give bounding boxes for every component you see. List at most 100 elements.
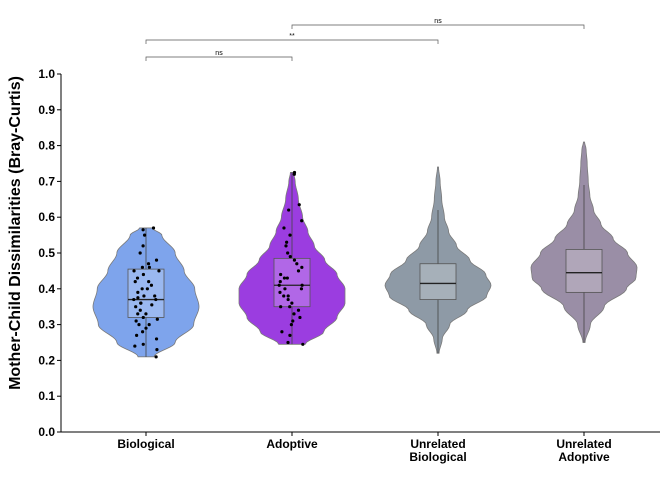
data-point xyxy=(149,283,154,287)
data-point xyxy=(140,265,145,269)
x-tick-label: Biological xyxy=(409,450,466,464)
data-point xyxy=(300,283,304,287)
data-point xyxy=(296,308,301,312)
data-point xyxy=(141,244,145,248)
data-point xyxy=(147,265,151,269)
data-point xyxy=(147,323,151,327)
violin-0 xyxy=(92,227,200,358)
data-point xyxy=(138,251,142,255)
box-1 xyxy=(273,257,311,308)
data-point xyxy=(280,330,284,334)
data-point xyxy=(292,258,297,262)
data-point xyxy=(134,305,138,309)
data-point xyxy=(286,251,290,255)
x-tick-label: Unrelated xyxy=(410,437,465,451)
data-point xyxy=(288,305,292,309)
data-point xyxy=(299,287,304,291)
data-point xyxy=(279,272,283,277)
data-point xyxy=(140,287,144,291)
boxplots xyxy=(127,172,603,357)
data-point xyxy=(285,276,289,280)
data-point xyxy=(133,280,137,284)
data-point xyxy=(292,170,297,175)
data-point xyxy=(141,342,145,346)
data-point xyxy=(137,323,141,327)
jitter-points xyxy=(132,170,305,359)
data-point xyxy=(278,280,282,284)
box-2 xyxy=(419,263,457,300)
data-point xyxy=(289,323,293,327)
y-tick-label: 0.3 xyxy=(38,318,55,332)
data-point xyxy=(134,319,138,323)
data-point xyxy=(135,276,140,280)
x-tick-label: Biological xyxy=(117,437,174,451)
data-point xyxy=(141,315,145,320)
data-point xyxy=(286,294,290,298)
y-tick-label: 0.8 xyxy=(38,139,55,153)
data-point xyxy=(297,203,301,207)
data-point xyxy=(278,290,282,294)
y-tick-label: 0.0 xyxy=(38,425,55,439)
box-3 xyxy=(565,249,603,293)
data-point xyxy=(132,269,136,273)
data-point xyxy=(157,269,161,273)
data-point xyxy=(284,244,288,248)
data-point xyxy=(288,254,292,259)
data-point xyxy=(136,312,140,316)
data-point xyxy=(138,308,142,312)
data-point xyxy=(300,265,304,269)
data-point xyxy=(287,208,291,212)
y-tick-label: 0.1 xyxy=(38,389,55,403)
y-tick-label: 0.4 xyxy=(38,282,55,296)
data-point xyxy=(141,228,145,232)
violins xyxy=(92,141,638,358)
data-point xyxy=(288,333,292,337)
data-point xyxy=(154,297,158,302)
y-axis-label: Mother-Child Dissimilarities (Bray-Curti… xyxy=(7,76,24,390)
x-ticks: Biological Adoptive UnrelatedBiologicalUnr… xyxy=(117,432,612,464)
data-point xyxy=(142,233,147,237)
data-point xyxy=(144,326,148,330)
x-tick-label: Adoptive xyxy=(266,437,318,451)
data-point xyxy=(288,233,292,237)
data-point xyxy=(296,269,301,273)
y-tick-label: 0.9 xyxy=(38,103,55,117)
data-point xyxy=(142,294,146,298)
data-point xyxy=(295,262,299,266)
data-point xyxy=(145,287,149,291)
data-point xyxy=(154,355,158,359)
y-tick-label: 0.7 xyxy=(38,174,55,188)
data-point xyxy=(155,348,159,352)
y-tick-label: 1.0 xyxy=(38,67,55,81)
data-point xyxy=(300,219,304,223)
data-point xyxy=(285,240,289,244)
data-point xyxy=(282,294,286,298)
x-tick-label: Unrelated xyxy=(556,437,611,451)
data-point xyxy=(291,319,295,323)
data-point xyxy=(144,312,148,316)
data-point xyxy=(150,303,154,307)
data-point xyxy=(282,276,287,280)
data-point xyxy=(282,226,286,230)
data-point xyxy=(136,296,140,300)
data-point xyxy=(286,297,290,302)
data-point xyxy=(154,258,159,262)
x-tick-label: Adoptive xyxy=(558,450,610,464)
y-ticks: 0.0 0.1 0.2 0.3 0.4 0.5 0.6 0.7 0.8 0.9 1.0 xyxy=(38,67,61,439)
data-point xyxy=(147,280,151,284)
data-point xyxy=(132,297,136,302)
significance-bracket xyxy=(145,39,439,44)
data-point xyxy=(151,226,156,230)
data-point xyxy=(141,330,145,334)
data-point xyxy=(141,272,146,277)
significance-label: ** xyxy=(289,33,295,40)
data-point xyxy=(133,344,137,348)
significance-bracket xyxy=(145,56,293,61)
data-point xyxy=(136,290,140,294)
y-tick-label: 0.2 xyxy=(38,353,55,367)
data-point xyxy=(286,340,290,345)
significance-label: ns xyxy=(434,18,442,25)
data-point xyxy=(146,262,151,266)
data-point xyxy=(155,317,159,321)
